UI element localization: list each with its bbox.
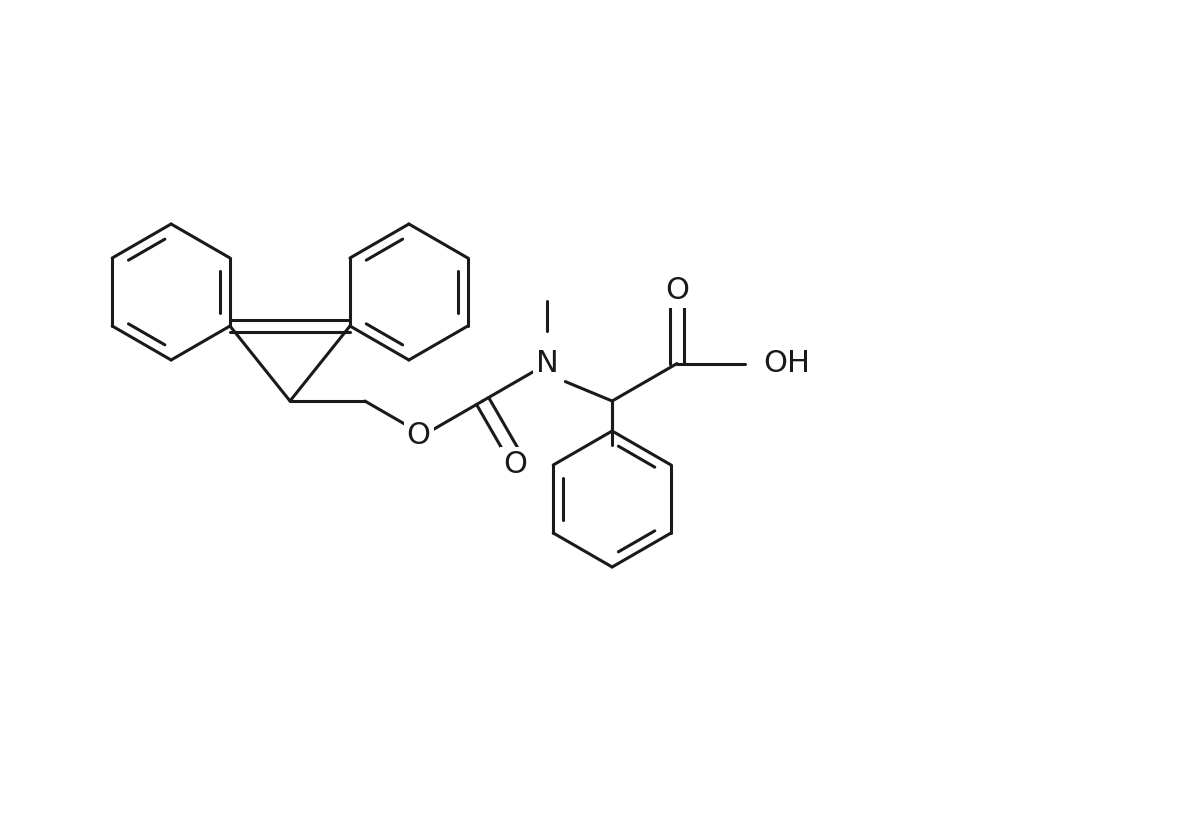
Text: O: O — [502, 451, 527, 479]
Text: O: O — [407, 420, 430, 450]
Text: N: N — [535, 349, 559, 378]
Text: OH: OH — [762, 349, 810, 378]
Text: O: O — [665, 276, 689, 305]
